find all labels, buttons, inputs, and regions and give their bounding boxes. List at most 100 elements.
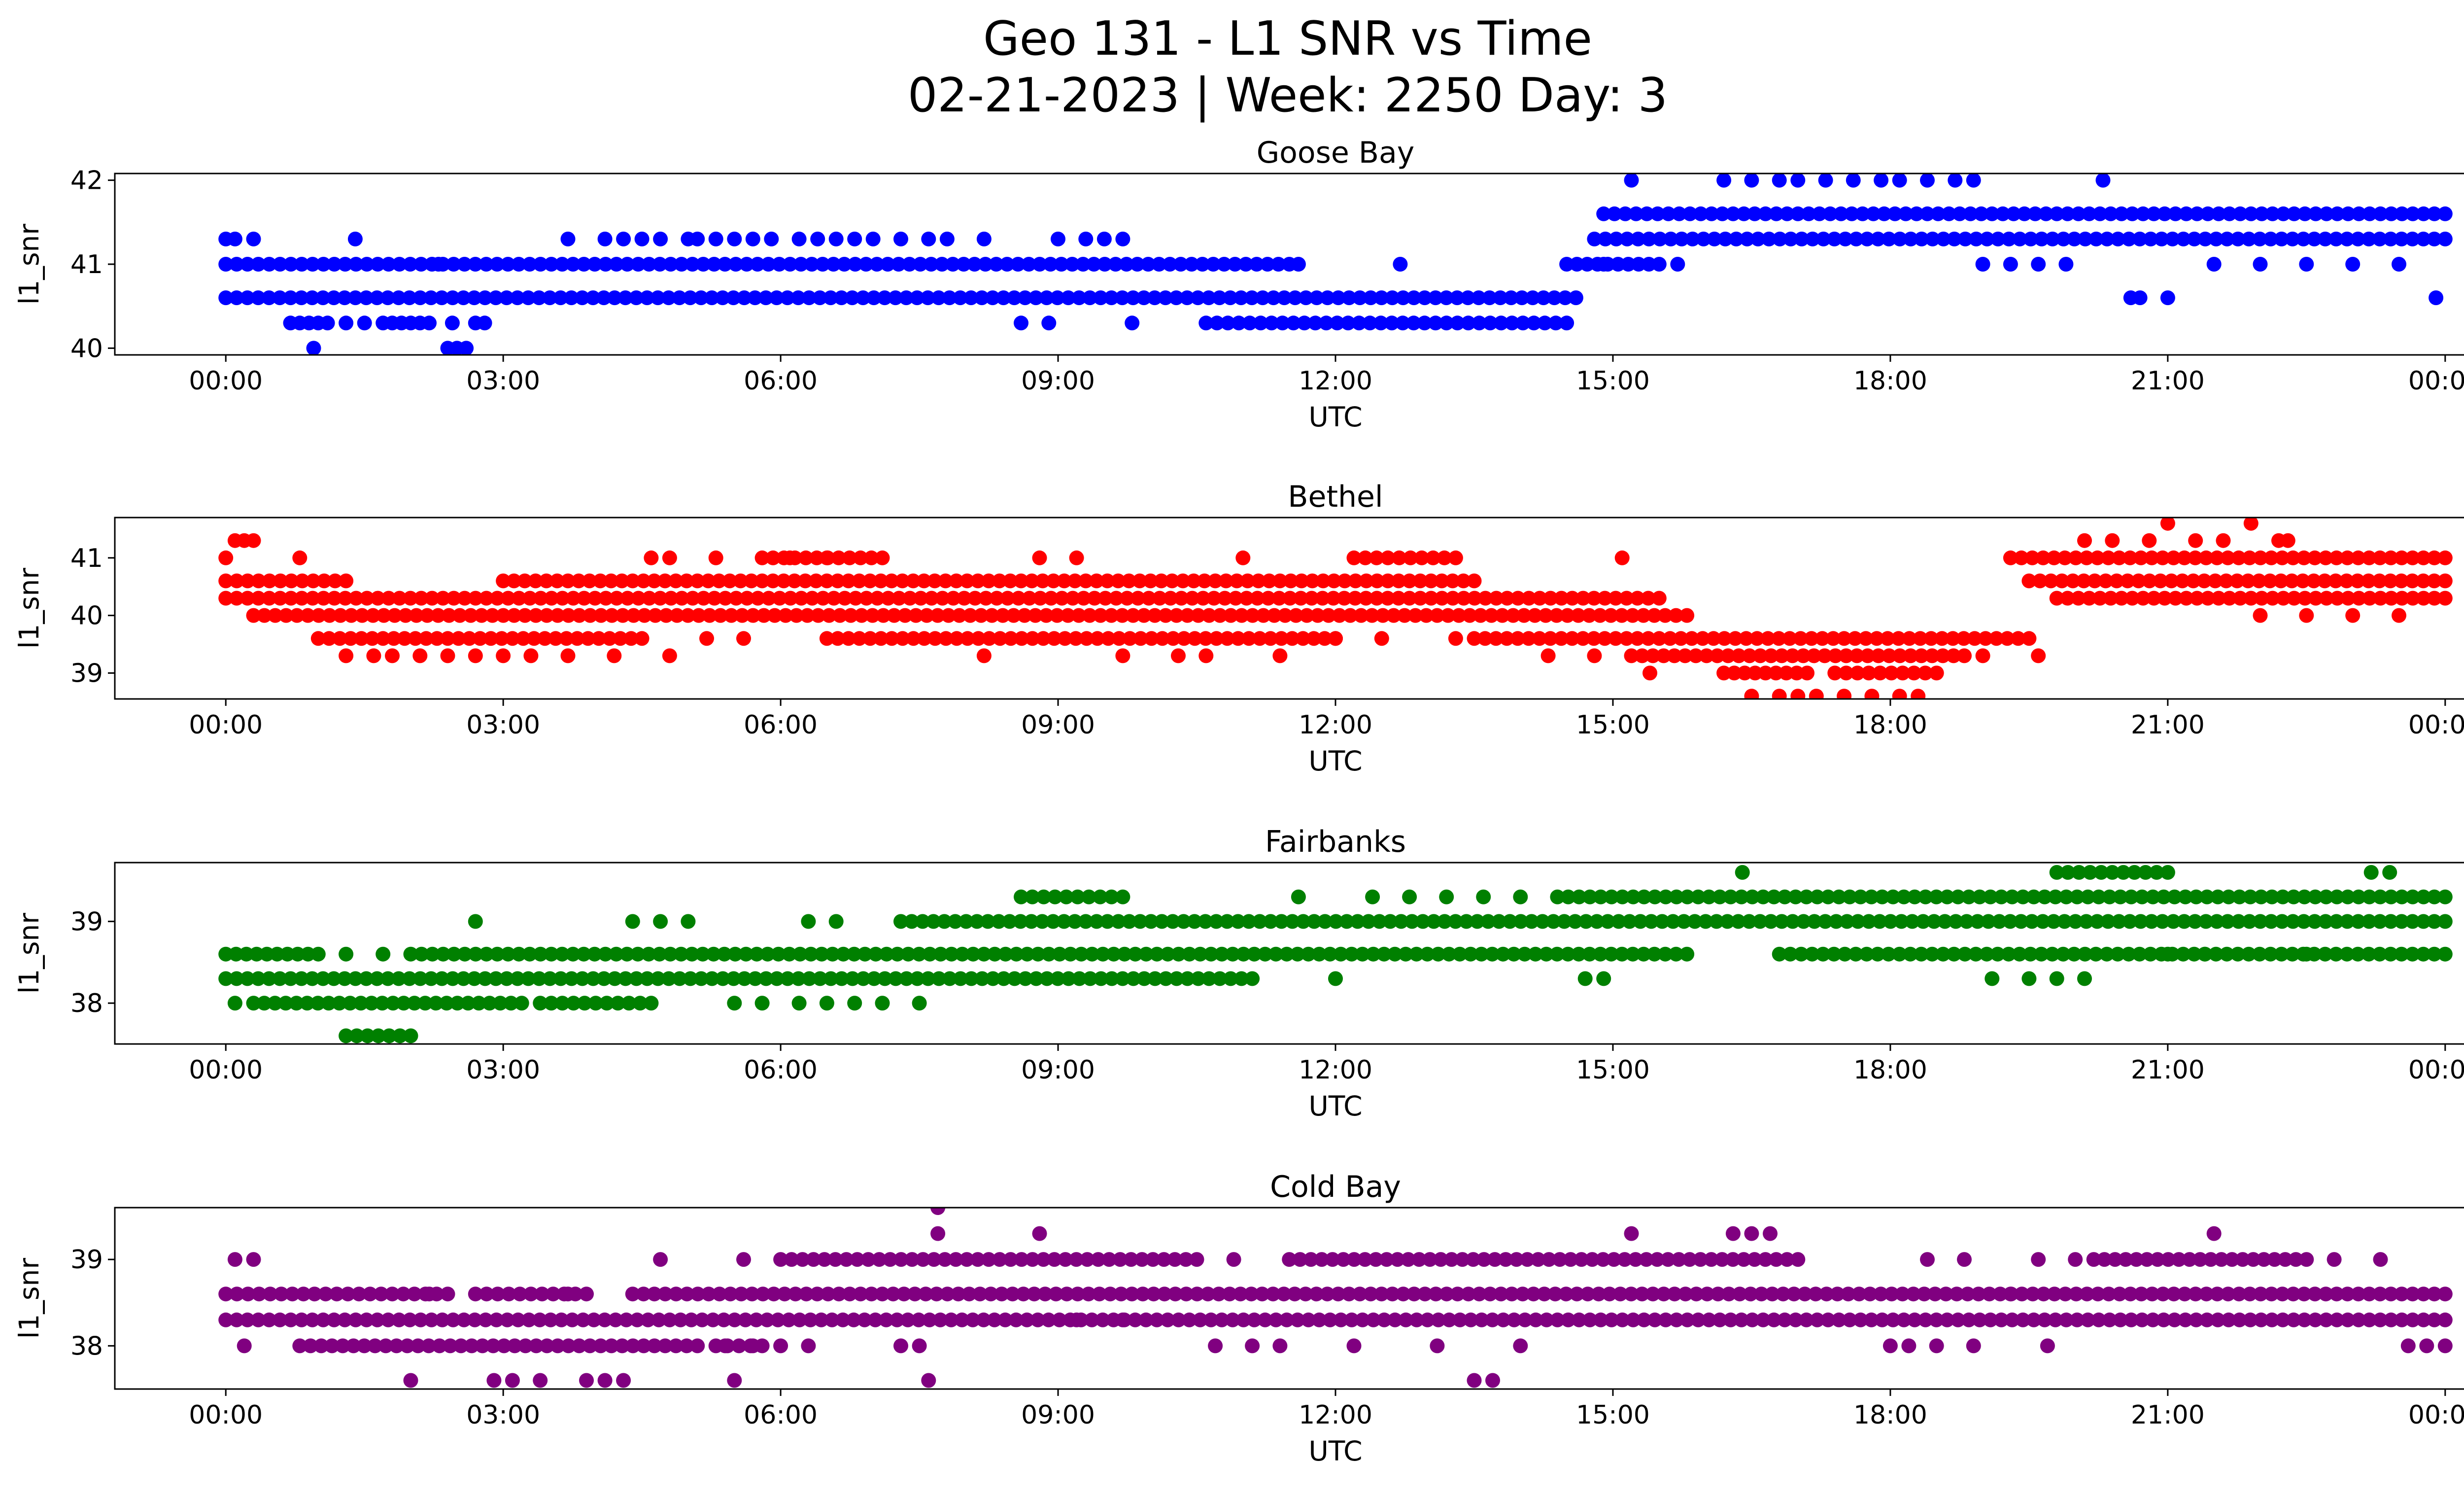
data-point — [1608, 631, 1623, 646]
data-point — [505, 631, 520, 646]
data-point — [440, 631, 455, 646]
data-point — [915, 914, 930, 929]
data-point — [338, 591, 353, 606]
data-point — [1980, 231, 1995, 246]
data-point — [674, 257, 689, 272]
data-point — [1017, 608, 1032, 623]
data-point — [1014, 573, 1028, 589]
data-point — [2253, 550, 2268, 565]
data-point — [616, 1373, 631, 1388]
data-point — [285, 1286, 300, 1302]
data-point — [1039, 971, 1055, 986]
data-point — [479, 257, 494, 272]
data-point — [1805, 231, 1820, 246]
data-point — [2058, 1312, 2074, 1327]
data-point — [1864, 689, 1880, 699]
data-point — [359, 257, 375, 272]
data-point — [514, 996, 529, 1011]
data-point — [2078, 231, 2093, 246]
data-point — [1093, 608, 1108, 623]
data-point — [2243, 1312, 2258, 1327]
data-point — [754, 573, 770, 589]
data-point — [2160, 946, 2175, 962]
data-point — [814, 946, 829, 962]
data-point — [2416, 573, 2431, 589]
data-point — [432, 1338, 447, 1354]
data-point — [724, 608, 739, 623]
data-point — [1271, 591, 1287, 606]
data-point — [2299, 608, 2314, 623]
data-point — [1489, 591, 1504, 606]
data-point — [2328, 231, 2344, 246]
data-point — [278, 608, 294, 623]
data-point — [489, 1312, 504, 1327]
data-point — [1374, 631, 1389, 646]
data-point — [1539, 1312, 1554, 1327]
data-point — [997, 1312, 1013, 1327]
data-point — [1488, 631, 1504, 646]
data-point — [1539, 946, 1554, 962]
data-point — [2264, 550, 2279, 565]
data-point — [1467, 631, 1482, 646]
data-point — [1818, 174, 1833, 188]
data-point — [413, 591, 429, 606]
data-point — [2278, 1252, 2293, 1267]
data-point — [380, 971, 396, 986]
data-point — [1089, 573, 1104, 589]
data-point — [1684, 631, 1699, 646]
data-point — [348, 971, 363, 986]
data-point — [2350, 946, 2365, 962]
data-point — [613, 631, 628, 646]
data-point — [2087, 573, 2102, 589]
data-point — [270, 946, 285, 962]
data-point — [1517, 1312, 1533, 1327]
data-point — [375, 996, 390, 1011]
data-point — [452, 608, 468, 623]
data-point — [2038, 206, 2053, 221]
data-point — [1560, 946, 1575, 962]
data-point — [2034, 946, 2049, 962]
data-point — [1059, 889, 1074, 904]
data-point — [2187, 231, 2202, 246]
data-point — [1689, 1286, 1704, 1302]
data-point — [2197, 231, 2213, 246]
data-point — [927, 631, 943, 646]
data-point — [1051, 231, 1065, 246]
data-point — [1387, 946, 1403, 962]
data-point — [351, 1286, 367, 1302]
data-point — [300, 996, 315, 1011]
data-point — [2275, 1312, 2291, 1327]
data-point — [532, 971, 547, 986]
data-point — [1737, 665, 1752, 681]
data-point — [1328, 971, 1343, 986]
data-point — [435, 591, 450, 606]
data-point — [1626, 1312, 1641, 1327]
data-point — [1621, 257, 1636, 272]
data-point — [634, 231, 650, 246]
data-point — [805, 591, 820, 606]
data-point — [1777, 889, 1792, 904]
data-point — [691, 608, 706, 623]
data-point — [607, 648, 622, 663]
data-point — [1820, 889, 1836, 904]
data-point — [1614, 608, 1629, 623]
data-point — [1383, 914, 1398, 929]
data-point — [2361, 550, 2377, 565]
data-point — [652, 257, 667, 272]
data-point — [380, 1312, 396, 1327]
data-point — [1994, 889, 2009, 904]
data-point — [1636, 608, 1651, 623]
data-point — [2274, 946, 2289, 962]
data-point — [708, 550, 723, 565]
data-point — [1396, 1286, 1411, 1302]
data-point — [1654, 914, 1670, 929]
data-point — [283, 591, 299, 606]
data-point — [2373, 889, 2388, 904]
data-point — [609, 946, 624, 962]
data-point — [2090, 550, 2105, 565]
data-point — [289, 996, 304, 1011]
data-point — [1032, 1226, 1047, 1241]
data-point — [707, 591, 722, 606]
data-point — [2394, 1286, 2409, 1302]
data-point — [957, 591, 972, 606]
